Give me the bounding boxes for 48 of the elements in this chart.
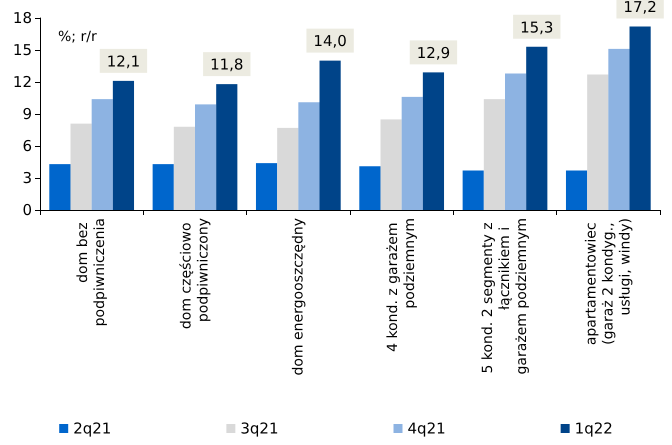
- legend-label: 3q21: [240, 420, 279, 438]
- bar: [526, 46, 548, 210]
- x-tick-label: dom częściowo podpiwniczony: [178, 218, 212, 330]
- bar: [216, 84, 238, 210]
- bar: [112, 80, 134, 210]
- data-label: 15,3: [520, 18, 554, 36]
- data-label: 12,1: [106, 52, 140, 70]
- y-tick-label: 0: [22, 201, 32, 219]
- y-axis-title: %; r/r: [58, 29, 97, 45]
- bar: [277, 128, 298, 210]
- bar: [152, 164, 174, 210]
- x-tick-label: dom bez podpiwniczenia: [75, 218, 108, 326]
- legend-label: 2q21: [73, 420, 112, 438]
- y-tick-label: 18: [12, 9, 32, 27]
- bar: [70, 124, 92, 210]
- data-label: 12,9: [416, 44, 450, 62]
- bar: [462, 170, 484, 210]
- bar: [174, 126, 195, 210]
- x-tick-label: dom energooszczędny: [290, 218, 306, 376]
- bar: [566, 170, 588, 210]
- bar: [359, 166, 380, 210]
- bar: [422, 72, 444, 210]
- bar: [49, 164, 70, 210]
- data-label: 17,2: [623, 0, 657, 16]
- bar: [630, 26, 651, 210]
- x-tick-label: apartamentowiec (garaż 2 kondyg., usługi, windy): [583, 218, 634, 346]
- bar: [92, 99, 113, 210]
- y-tick-label: 6: [22, 137, 32, 155]
- bar: [320, 60, 341, 210]
- y-tick-label: 3: [22, 169, 32, 187]
- data-label: 11,8: [210, 56, 244, 74]
- bar: [484, 99, 505, 210]
- bar: [298, 102, 320, 210]
- bar: [608, 48, 630, 210]
- x-tick-label: 5 kond. 2 segmenty z łącznikiem i garażem podziemnym: [480, 218, 530, 374]
- bar: [195, 104, 216, 210]
- bar: [587, 74, 608, 210]
- data-label: 14,0: [313, 32, 347, 50]
- bar: [256, 163, 278, 210]
- y-tick-label: 9: [22, 105, 32, 123]
- y-tick-label: 12: [12, 73, 32, 91]
- bar: [505, 73, 526, 210]
- x-tick-label: 4 kond. z garażem podziemnym: [385, 218, 418, 352]
- bar: [402, 96, 423, 210]
- y-tick-label: 15: [12, 41, 32, 59]
- legend-label: 4q21: [408, 420, 446, 438]
- bar: [380, 119, 402, 210]
- legend-label: 1q22: [574, 420, 613, 438]
